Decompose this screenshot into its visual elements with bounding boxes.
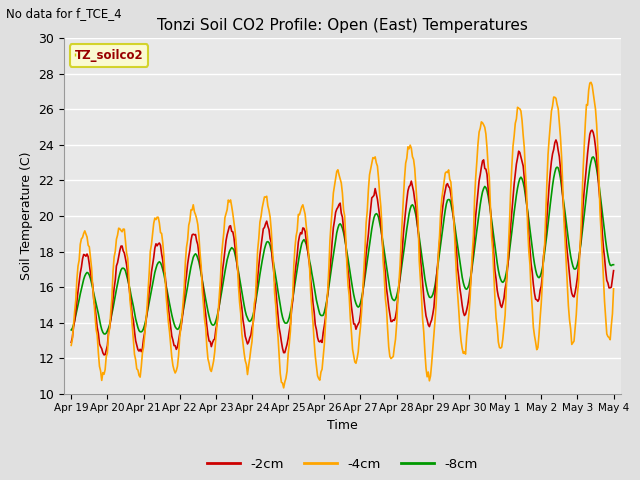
-2cm [610, 268, 618, 274]
-4cm [67, 343, 75, 348]
-4cm [315, 376, 323, 382]
-2cm [315, 338, 323, 344]
-4cm [280, 385, 287, 391]
Line: -4cm: -4cm [71, 82, 614, 388]
-4cm [587, 79, 595, 85]
-4cm [343, 263, 351, 268]
-2cm [67, 339, 75, 345]
Text: No data for f_TCE_4: No data for f_TCE_4 [6, 7, 122, 20]
-2cm [343, 257, 351, 263]
-2cm [586, 132, 594, 137]
-2cm [100, 352, 108, 358]
-8cm [586, 165, 594, 170]
X-axis label: Time: Time [327, 419, 358, 432]
Legend: -2cm, -4cm, -8cm: -2cm, -4cm, -8cm [202, 452, 483, 476]
-8cm [451, 219, 458, 225]
-2cm [588, 127, 596, 133]
-2cm [451, 223, 458, 229]
-8cm [343, 249, 351, 255]
-2cm [461, 312, 469, 317]
-4cm [610, 286, 618, 292]
-4cm [586, 80, 594, 86]
-4cm [468, 249, 476, 255]
-4cm [461, 351, 469, 357]
-8cm [610, 262, 618, 267]
-8cm [468, 263, 476, 269]
-8cm [461, 286, 469, 292]
Line: -8cm: -8cm [71, 157, 614, 334]
-2cm [468, 257, 476, 263]
Y-axis label: Soil Temperature (C): Soil Temperature (C) [20, 152, 33, 280]
-8cm [101, 331, 109, 337]
Title: Tonzi Soil CO2 Profile: Open (East) Temperatures: Tonzi Soil CO2 Profile: Open (East) Temp… [157, 18, 528, 33]
-8cm [315, 307, 323, 313]
-4cm [451, 226, 458, 231]
Line: -2cm: -2cm [71, 130, 614, 355]
-8cm [67, 327, 75, 333]
-8cm [589, 154, 597, 160]
